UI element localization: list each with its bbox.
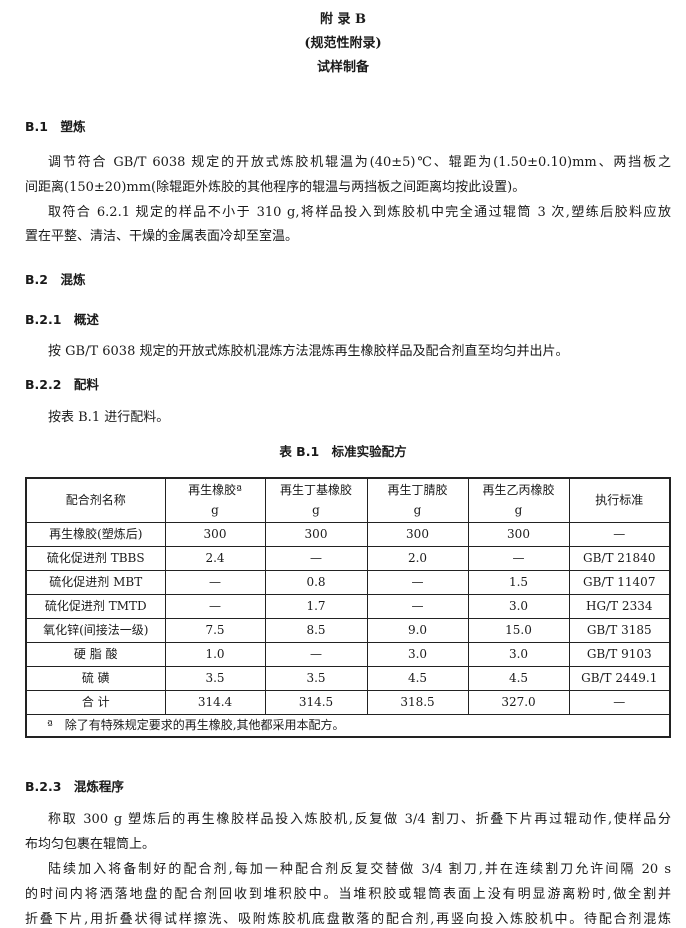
amount-cell: 300 [467,521,570,547]
appendix-title: 附 录 B [319,12,367,27]
amount-cell: 300 [264,521,368,547]
column-header: 执行标准 [568,477,671,523]
amount-cell: — [264,545,368,571]
column-header: 配合剂名称 [25,477,166,523]
amount-cell: 9.0 [366,617,469,643]
ingredient-name-cell: 硫 磺 [25,665,166,691]
amount-cell: 7.5 [164,617,266,643]
amount-cell: 318.5 [366,689,469,715]
paragraph-line: 调节符合 GB/T 6038 规定的开放式炼胶机辊温为(40±5)℃、辊距为(1… [48,155,671,170]
standard-cell: — [568,521,671,547]
amount-cell: 300 [366,521,469,547]
amount-cell: 4.5 [366,665,469,691]
formula-table: 配合剂名称 再生橡胶ª g 再生丁基橡胶 g 再生丁腈胶 g 再生乙丙橡胶 g 执行标准… [25,477,671,738]
section-heading-b1: B.1 塑炼 [25,119,86,134]
ingredient-name-cell: 氧化锌(间接法一级) [25,617,166,643]
ingredient-name-cell: 硫化促进剂 MBT [25,569,166,595]
ingredient-name-cell: 再生橡胶(塑炼后) [25,521,166,547]
amount-cell: 1.7 [264,593,368,619]
amount-cell: 2.4 [164,545,266,571]
ingredient-name-cell: 硫化促进剂 TBBS [25,545,166,571]
table-row: 再生橡胶(塑炼后) 300 300 300 300— [25,521,671,547]
standard-cell: — [568,689,671,715]
column-header: 再生乙丙橡胶 g [467,477,570,523]
table-row: 硬 脂 酸 1.0—3.0 3.0 GB/T 9103 [25,641,671,667]
table-footnote: ª 除了有特殊规定要求的再生橡胶,其他都采用本配方。 [25,713,671,738]
amount-cell: 1.0 [164,641,266,667]
amount-cell: 3.0 [467,641,570,667]
amount-cell: 3.0 [467,593,570,619]
amount-cell: 314.5 [264,689,368,715]
table-row: 氧化锌(间接法一级) 7.5 8.5 9.0 15.0 GB/T 3185 [25,617,671,643]
amount-cell: 2.0 [366,545,469,571]
paragraph-line: 取符合 6.2.1 规定的样品不小于 310 g,将样品投入到炼胶机中完全通过辊… [48,205,671,220]
column-header: 再生丁腈胶 g [366,477,469,523]
section-heading-b22: B.2.2 配料 [25,377,99,392]
paragraph-line: 陆续加入将备制好的配合剂,每加一种配合剂反复交替做 3/4 割刀,并在连续割刀允… [48,862,671,877]
amount-cell: — [264,641,368,667]
table-footnote-row: ª 除了有特殊规定要求的再生橡胶,其他都采用本配方。 [25,713,671,738]
standard-cell: GB/T 21840 [568,545,671,571]
table-caption: 表 B.1 标准实验配方 [279,444,407,459]
paragraph-line: 的时间内将洒落地盘的配合剂回收到堆积胶中。当堆积胶或辊筒表面上没有明显游离粉时,… [25,887,671,902]
paragraph-line: 称取 300 g 塑炼后的再生橡胶样品投入炼胶机,反复做 3/4 割刀、折叠下片… [48,812,671,827]
table-row: 硫化促进剂 TMTD —1.7—3.0 HG/T 2334 [25,593,671,619]
paragraph-line: 折叠下片,用折叠状得试样擦洗、吸附炼胶机底盘散落的配合剂,再竖向投入炼胶机中。待… [25,912,671,927]
ingredient-name-cell: 硫化促进剂 TMTD [25,593,166,619]
paragraph-line: 按表 B.1 进行配料。 [48,410,170,425]
amount-cell: 314.4 [164,689,266,715]
ingredient-name-cell: 合 计 [25,689,166,715]
appendix-subject: 试样制备 [316,60,369,75]
table-row: 合 计 314.4 314.5 318.5 327.0— [25,689,671,715]
standard-cell: GB/T 9103 [568,641,671,667]
amount-cell: — [467,545,570,571]
amount-cell: 3.5 [164,665,266,691]
paragraph-line: 间距离(150±20)mm(除辊距外炼胶的其他程序的辊温与两挡板之间距离均按此设… [25,180,526,195]
amount-cell: — [164,593,266,619]
standard-cell: HG/T 2334 [568,593,671,619]
standard-cell: GB/T 3185 [568,617,671,643]
standard-cell: GB/T 11407 [568,569,671,595]
amount-cell: 0.8 [264,569,368,595]
amount-cell: — [366,569,469,595]
section-heading-b23: B.2.3 混炼程序 [25,779,124,794]
ingredient-name-cell: 硬 脂 酸 [25,641,166,667]
amount-cell: 15.0 [467,617,570,643]
table-row: 硫化促进剂 TBBS 2.4—2.0— GB/T 21840 [25,545,671,571]
amount-cell: 3.0 [366,641,469,667]
amount-cell: 3.5 [264,665,368,691]
amount-cell: 1.5 [467,569,570,595]
paragraph-line: 置在平整、清洁、干燥的金属表面冷却至室温。 [25,229,299,244]
column-header: 再生丁基橡胶 g [264,477,368,523]
column-header: 再生橡胶ª g [164,477,266,523]
amount-cell: 300 [164,521,266,547]
paragraph-line: 布均匀包裹在辊筒上。 [25,837,156,852]
table-row: 硫 磺 3.5 3.5 4.5 4.5 GB/T 2449.1 [25,665,671,691]
section-heading-b21: B.2.1 概述 [25,312,99,327]
appendix-type: (规范性附录) [304,36,382,51]
amount-cell: — [164,569,266,595]
amount-cell: — [366,593,469,619]
table-header-row: 配合剂名称 再生橡胶ª g 再生丁基橡胶 g 再生丁腈胶 g 再生乙丙橡胶 g 执行标准 [25,477,671,523]
table-row: 硫化促进剂 MBT —0.8—1.5 GB/T 11407 [25,569,671,595]
section-heading-b2: B.2 混炼 [25,272,86,287]
amount-cell: 4.5 [467,665,570,691]
paragraph-line: 按 GB/T 6038 规定的开放式炼胶机混炼方法混炼再生橡胶样品及配合剂直至均… [48,344,569,359]
standard-cell: GB/T 2449.1 [568,665,671,691]
amount-cell: 327.0 [467,689,570,715]
amount-cell: 8.5 [264,617,368,643]
